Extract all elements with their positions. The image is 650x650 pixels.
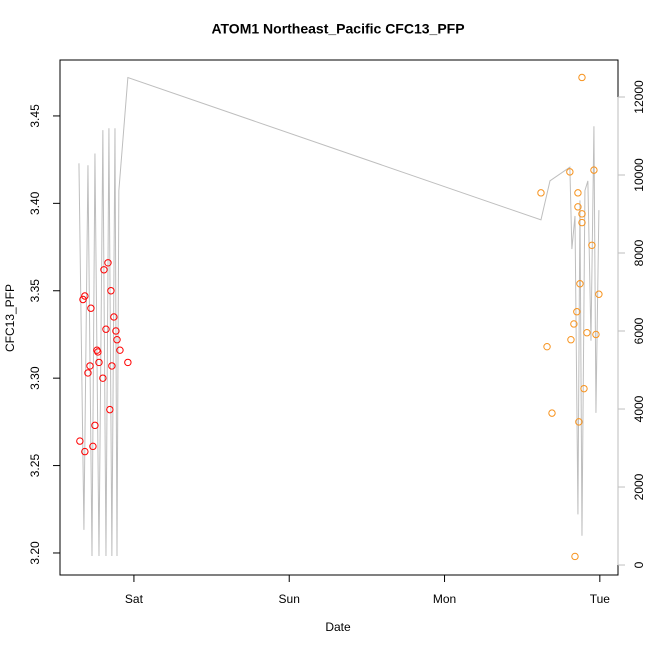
point <box>537 189 545 197</box>
y2-tick-label: 2000 <box>632 473 646 500</box>
point <box>94 348 102 356</box>
point <box>578 210 586 218</box>
point <box>112 327 120 335</box>
point <box>566 168 574 176</box>
point <box>588 241 596 250</box>
point <box>574 203 582 211</box>
y-tick-label: 3.25 <box>28 454 42 478</box>
point <box>592 330 600 339</box>
point <box>99 374 107 382</box>
point <box>104 259 112 267</box>
y2-tick-label: 6000 <box>632 317 646 344</box>
x-axis-label: Date <box>325 620 351 634</box>
point <box>81 447 89 456</box>
y2-tick-label: 8000 <box>632 239 646 266</box>
y-tick-label: 3.30 <box>28 366 42 390</box>
y-axis-label: CFC13_PFP <box>3 284 17 352</box>
point <box>578 218 586 227</box>
point <box>573 308 581 316</box>
point <box>110 313 118 321</box>
point <box>79 295 87 304</box>
y2-tick-label: 4000 <box>632 395 646 422</box>
point <box>590 166 598 174</box>
point <box>91 421 99 430</box>
point <box>81 292 89 300</box>
point <box>106 405 114 414</box>
point <box>567 336 575 344</box>
point <box>583 329 591 337</box>
x-tick-label: Mon <box>433 592 456 606</box>
y-tick-label: 3.40 <box>28 191 42 215</box>
x-tick-label: Sat <box>125 592 144 606</box>
y-tick-label: 3.45 <box>28 104 42 128</box>
point <box>108 362 116 370</box>
point <box>124 358 132 367</box>
point <box>100 266 108 274</box>
y-tick-label: 3.20 <box>28 541 42 565</box>
point <box>102 325 110 333</box>
point <box>575 418 583 426</box>
plot-frame <box>59 59 619 576</box>
point <box>84 369 92 377</box>
point <box>580 384 588 393</box>
point <box>578 73 586 82</box>
point <box>548 409 556 417</box>
series-line <box>78 76 600 557</box>
point <box>89 442 97 451</box>
point <box>86 362 94 370</box>
point <box>76 437 84 445</box>
point <box>570 320 578 328</box>
y2-tick-label: 12000 <box>632 80 646 114</box>
point <box>595 290 603 298</box>
point <box>95 358 103 367</box>
x-tick-label: Sun <box>279 592 300 606</box>
point <box>116 346 124 354</box>
y2-tick-label: 0 <box>632 561 646 568</box>
y2-tick-label: 10000 <box>632 158 646 192</box>
chart-title: ATOM1 Northeast_Pacific CFC13_PFP <box>211 21 464 37</box>
x-tick-label: Tue <box>590 592 611 606</box>
y-tick-label: 3.35 <box>28 279 42 303</box>
point <box>576 280 584 288</box>
point <box>574 189 582 197</box>
point <box>87 304 95 312</box>
point <box>113 336 121 344</box>
point <box>543 342 551 351</box>
point <box>107 287 115 295</box>
point <box>571 552 579 561</box>
